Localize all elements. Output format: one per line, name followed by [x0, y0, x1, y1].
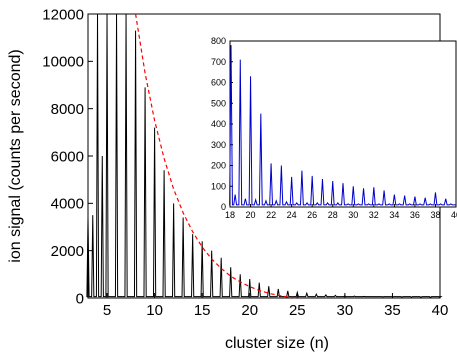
y-tick-label: 200	[211, 161, 226, 171]
main-series	[86, 13, 443, 299]
y-tick-label: 500	[211, 98, 226, 108]
y-tick-label: 600	[211, 78, 226, 88]
y-axis-title: ion signal (counts per second)	[7, 49, 24, 262]
y-tick-label: 300	[211, 140, 226, 150]
x-tick-label: 15	[194, 302, 211, 319]
main-plot: 5 10 15 20 25 30 35 40 020004000600080001000012…	[42, 6, 448, 319]
inset-y-axis: 0 100 200 300 400 500 600 700 800	[211, 36, 233, 212]
x-tick-label: 5	[103, 302, 111, 319]
x-tick-label: 28	[328, 210, 338, 220]
y-tick-label: 4000	[51, 196, 84, 213]
x-tick-label: 22	[266, 210, 276, 220]
x-tick-label: 38	[430, 210, 440, 220]
y-tick-label: 100	[211, 181, 226, 191]
y-tick-label: 12000	[42, 6, 84, 23]
x-tick-label: 30	[337, 302, 354, 319]
x-tick-label: 10	[146, 302, 163, 319]
x-tick-label: 30	[348, 210, 358, 220]
y-tick-label: 2000	[51, 243, 84, 260]
y-tick-label: 700	[211, 57, 226, 67]
x-tick-label: 34	[389, 210, 399, 220]
main-y-axis: 0 2000 4000 6000 8000 10000 12000	[42, 6, 93, 307]
x-tick-label: 25	[289, 302, 306, 319]
x-tick-label: 20	[246, 210, 256, 220]
x-tick-label: 40	[451, 210, 457, 220]
inset-plot-frame	[229, 40, 457, 208]
x-tick-label: 35	[384, 302, 401, 319]
x-tick-label: 36	[410, 210, 420, 220]
main-series-line	[86, 13, 443, 299]
x-tick-label: 18	[225, 210, 235, 220]
x-tick-label: 40	[432, 302, 449, 319]
y-tick-label: 8000	[51, 101, 84, 118]
x-tick-label: 20	[241, 302, 258, 319]
y-tick-label: 0	[76, 290, 84, 307]
x-tick-label: 32	[369, 210, 379, 220]
y-tick-label: 6000	[51, 148, 84, 165]
x-tick-label: 24	[287, 210, 297, 220]
y-tick-label: 400	[211, 119, 226, 129]
y-tick-label: 800	[211, 36, 226, 46]
x-tick-label: 26	[307, 210, 317, 220]
x-axis-title: cluster size (n)	[225, 335, 329, 352]
y-tick-label: 10000	[42, 54, 84, 71]
inset-series	[229, 45, 456, 206]
inset-x-axis: 18 20 22 24 26 28 30 32 34 36 38 40	[225, 204, 457, 220]
inset-series-line	[229, 45, 456, 206]
y-tick-label: 0	[221, 202, 226, 212]
inset-plot: 18 20 22 24 26 28 30 32 34 36 38 40 0 100 200 300 400 50…	[211, 36, 457, 220]
main-x-axis: 5 10 15 20 25 30 35 40	[103, 293, 448, 319]
fit-curve	[134, 13, 298, 299]
